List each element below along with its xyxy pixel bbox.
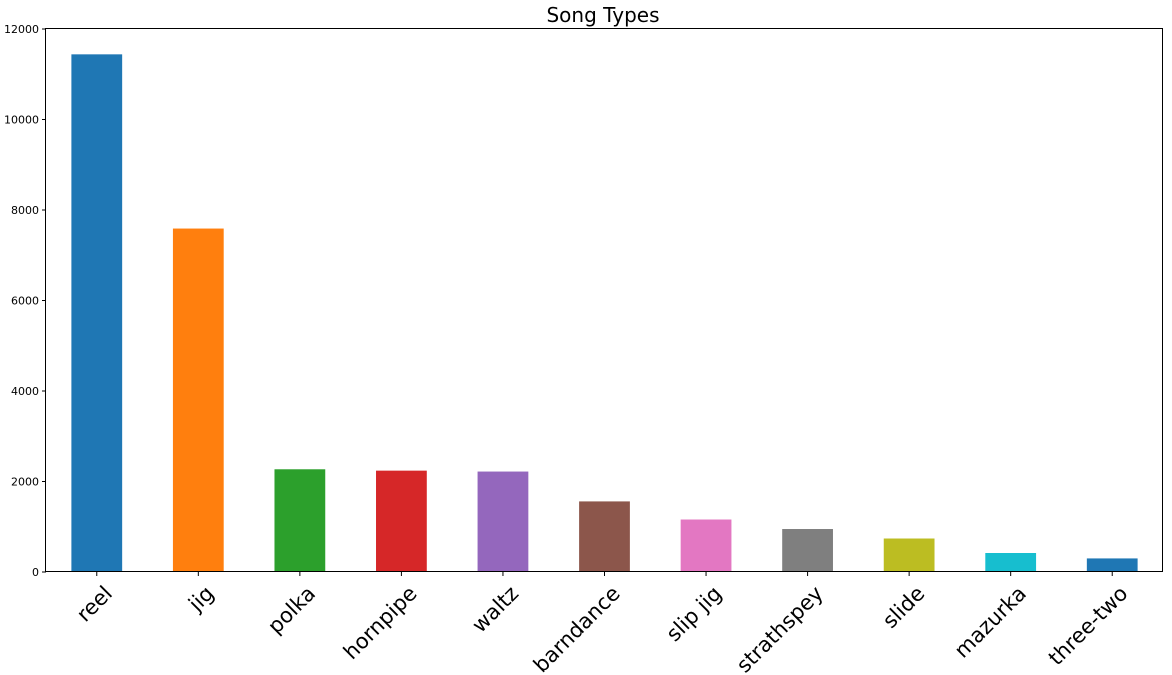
x-axis: reel jig polka hornpipe waltz barndance slip j…	[72, 572, 1133, 675]
y-tick-label: 2000	[11, 476, 39, 489]
x-tick-label-barndance: barndance	[529, 581, 625, 675]
x-tick-label-waltz: waltz	[467, 581, 523, 637]
x-tick-label-jig: jig	[183, 581, 218, 616]
x-tick-label-strathspey: strathspey	[732, 581, 828, 675]
y-tick-label: 10000	[4, 114, 39, 127]
y-tick-label: 4000	[11, 385, 39, 398]
bar-barndance	[579, 501, 630, 572]
bar-slide	[883, 538, 935, 572]
x-tick-label-three-two: three-two	[1044, 581, 1133, 670]
bars-group	[71, 54, 1138, 573]
bar-reel	[71, 54, 123, 572]
bar-jig	[172, 228, 224, 573]
bar-hornpipe	[376, 470, 427, 572]
y-tick-label: 8000	[11, 204, 39, 217]
bar-mazurka	[985, 553, 1037, 572]
bar-slip-jig	[680, 519, 732, 572]
x-tick-label-slide: slide	[878, 581, 930, 633]
y-tick-label: 6000	[11, 295, 39, 308]
x-tick-label-reel: reel	[72, 581, 117, 626]
y-tick-label: 0	[32, 566, 39, 579]
x-tick-label-hornpipe: hornpipe	[339, 581, 422, 664]
bar-strathspey	[782, 529, 833, 572]
chart-title: Song Types	[546, 3, 659, 27]
bar-three-two	[1086, 558, 1138, 572]
plot-frame	[45, 28, 1163, 572]
x-tick-label-polka: polka	[263, 581, 320, 638]
x-tick-label-mazurka: mazurka	[950, 581, 1031, 662]
x-tick-label-slip-jig: slip jig	[662, 581, 727, 646]
bar-polka	[274, 469, 326, 572]
y-tick-label: 12000	[4, 23, 39, 36]
y-axis: 0 2000 4000 6000 8000 10000 12000	[4, 23, 46, 579]
bar-waltz	[477, 471, 529, 572]
